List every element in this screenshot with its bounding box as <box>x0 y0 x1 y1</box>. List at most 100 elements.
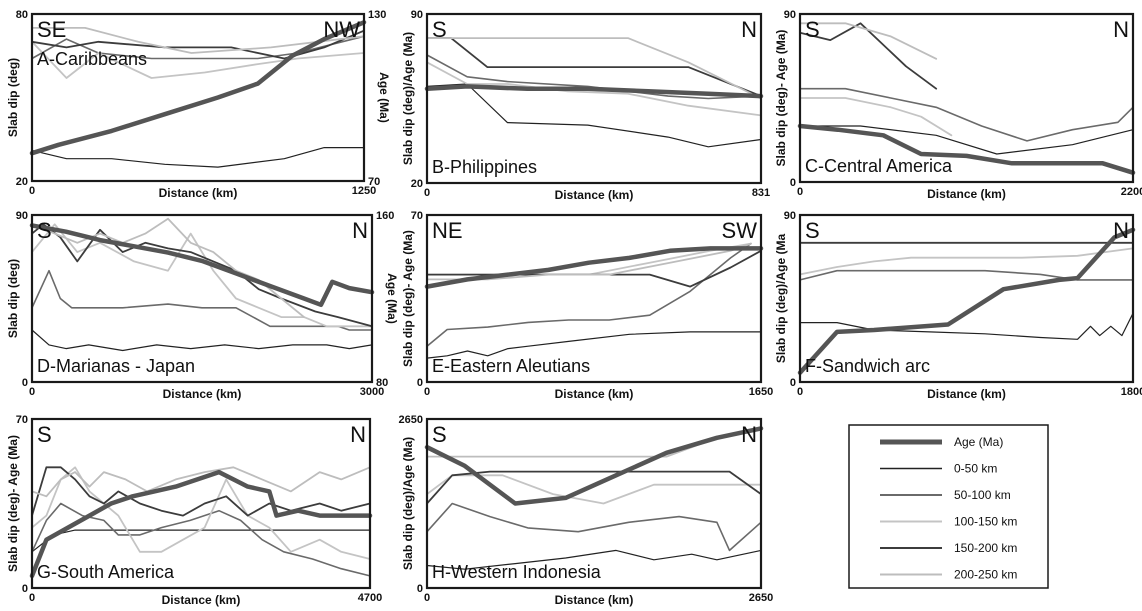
direction-label-right: N <box>350 422 366 447</box>
legend-label-50-100: 50-100 km <box>954 488 1011 502</box>
y-tick-label: 90 <box>16 210 28 222</box>
y-right-tick-label: 160 <box>376 210 394 222</box>
series-line-50-100 <box>426 242 752 348</box>
panel-title: C-Central America <box>805 156 953 176</box>
legend-label-200-250: 200-250 km <box>954 568 1017 582</box>
x-tick-label: 0 <box>797 186 803 198</box>
y-tick-label: 80 <box>16 9 28 21</box>
plot-frame <box>30 417 372 590</box>
series-line-50-100 <box>799 87 1134 142</box>
legend-frame <box>848 424 1049 589</box>
panel-d: D-Marianas - Japan S N 0 3000 0 90 Distance (km… <box>6 210 399 401</box>
series-line-200-250 <box>426 37 762 100</box>
series-line-200-250 <box>426 427 762 458</box>
legend: Age (Ma) 0-50 km 50-100 km 100-150 km 150-20… <box>848 424 1049 589</box>
plot-frame <box>30 213 374 384</box>
direction-label-right: N <box>352 218 368 243</box>
plot-frame <box>798 12 1135 184</box>
direction-label-right: SW <box>722 218 758 243</box>
series-line-50-100 <box>31 502 371 577</box>
series-line-100-150 <box>426 474 762 505</box>
y-right-tick-label: 130 <box>368 9 386 21</box>
series-line-50-100 <box>426 54 762 100</box>
y-tick-label: 70 <box>16 414 28 426</box>
series-line-200-250 <box>426 242 752 281</box>
series-line-0-50 <box>426 549 762 570</box>
panel-h: H-Western Indonesia S N 0 2650 0 2650 Distance … <box>399 414 774 607</box>
plot-frame <box>425 417 763 590</box>
x-axis-label: Distance (km) <box>555 387 634 401</box>
y-tick-label: 0 <box>790 177 796 189</box>
y-tick-label: 20 <box>16 176 28 188</box>
y-axis-label: Slab dip (deg)/Age (Ma <box>774 234 788 364</box>
x-axis-label: Distance (km) <box>555 593 634 607</box>
panel-b: B-Philippines S N 0 831 20 90 Distance (km) Slab… <box>401 9 770 202</box>
direction-label-right: N <box>1113 17 1129 42</box>
direction-label-left: S <box>805 17 820 42</box>
series-line-100-150 <box>799 247 1134 276</box>
legend-label-100-150: 100-150 km <box>954 515 1017 529</box>
x-axis-label: Distance (km) <box>162 593 241 607</box>
y-tick-label: 0 <box>22 377 28 389</box>
y-axis-label: Slab dip (deg) <box>6 259 20 338</box>
panel-a: A-Caribbeans SE NW 0 1250 20 80 Distance (km) Sl… <box>6 9 391 200</box>
y-axis-label: Slab dip (deg)- Age (Ma) <box>401 230 415 367</box>
x-axis-label: Distance (km) <box>163 387 242 401</box>
direction-label-right: N <box>741 422 757 447</box>
series-line-50-100 <box>31 35 365 60</box>
y-right-tick-label: 70 <box>368 176 380 188</box>
y-tick-label: 2650 <box>399 414 423 426</box>
series-line-150-200 <box>426 470 762 505</box>
panel-title: E-Eastern Aleutians <box>432 356 590 376</box>
x-tick-label: 0 <box>424 592 430 604</box>
series-line-100-150 <box>799 97 953 137</box>
y-tick-label: 90 <box>411 9 423 21</box>
direction-label-left: NE <box>432 218 463 243</box>
series-line-100-150 <box>426 61 762 117</box>
direction-label-left: SE <box>37 17 66 42</box>
legend-label-age: Age (Ma) <box>954 435 1003 449</box>
series-line-age <box>424 84 764 99</box>
x-axis-label: Distance (km) <box>555 188 634 202</box>
legend-label-0-50: 0-50 km <box>954 462 997 476</box>
series-line-0-50 <box>31 529 371 553</box>
y-axis-label: Slab dip (deg) <box>6 58 20 137</box>
series-line-0-50 <box>31 329 373 352</box>
panel-title: B-Philippines <box>432 157 537 177</box>
series-line-150-200 <box>426 249 762 288</box>
series-line-150-200 <box>31 466 371 517</box>
x-tick-label: 0 <box>29 185 35 197</box>
series-line-age <box>797 123 1136 175</box>
y-tick-label: 90 <box>784 9 796 21</box>
x-tick-label: 0 <box>29 386 35 398</box>
x-tick-label: 0 <box>797 386 803 398</box>
series-line-age <box>797 227 1136 375</box>
y-tick-label: 0 <box>790 377 796 389</box>
series-line-200-250 <box>31 466 371 498</box>
series-line-age <box>424 246 764 289</box>
plot-frame <box>425 12 763 185</box>
direction-label-left: S <box>432 17 447 42</box>
plot-frame <box>798 213 1135 384</box>
x-tick-label: 1650 <box>749 386 773 398</box>
series-line-150-200 <box>799 22 938 90</box>
y-axis-label: Slab dip (deg)/Age (Ma) <box>401 32 415 165</box>
x-tick-label: 0 <box>424 187 430 199</box>
series-line-age <box>29 469 373 579</box>
x-tick-label: 0 <box>29 592 35 604</box>
series-line-0-50 <box>31 147 365 168</box>
x-axis-label: Distance (km) <box>927 387 1006 401</box>
x-axis-label: Distance (km) <box>927 187 1006 201</box>
y-tick-label: 0 <box>417 583 423 595</box>
series-line-200-250 <box>799 22 938 60</box>
direction-label-left: S <box>805 218 820 243</box>
y-tick-label: 0 <box>22 583 28 595</box>
x-axis-label: Distance (km) <box>159 186 238 200</box>
x-tick-label: 1250 <box>352 185 376 197</box>
series-line-100-150 <box>31 466 371 560</box>
plot-frame <box>425 213 763 384</box>
legend-label-150-200: 150-200 km <box>954 541 1017 555</box>
